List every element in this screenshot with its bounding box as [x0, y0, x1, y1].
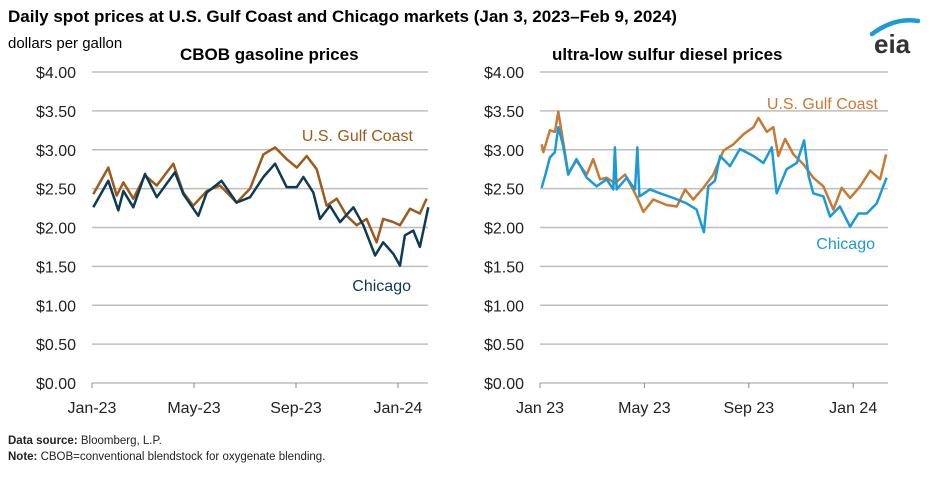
y-tick-label: $3.00	[484, 143, 524, 160]
x-tick-label: Jan 23	[516, 400, 564, 417]
gasoline-panel: $0.00 $0.50 $1.00 $1.50 $2.00 $2.50 $3.00 $3.50…	[36, 45, 430, 417]
series-line-chicago	[92, 162, 430, 267]
note-label: Note:	[8, 451, 37, 463]
x-tick-label: Jan-24	[374, 400, 423, 417]
y-tick-label: $1.50	[36, 259, 76, 276]
unit-label: dollars per gallon	[8, 35, 122, 52]
y-tick-label: $1.00	[36, 298, 76, 315]
series-line-chicago	[540, 125, 888, 234]
y-tick-label: $4.00	[484, 65, 524, 82]
x-tick-label: Sep 23	[723, 400, 774, 417]
y-tick-label: $3.50	[36, 104, 76, 121]
y-tick-label: $0.00	[36, 376, 76, 393]
source-text: Bloomberg, L.P.	[78, 435, 162, 447]
chart-title: Daily spot prices at U.S. Gulf Coast and…	[8, 7, 677, 26]
y-tick-label: $1.50	[484, 259, 524, 276]
legend-gulf-coast: U.S. Gulf Coast	[302, 128, 414, 145]
y-tick-label: $3.50	[484, 104, 524, 121]
note: Note: CBOB=conventional blendstock for o…	[8, 451, 325, 463]
data-source: Data source: Bloomberg, L.P.	[8, 435, 162, 447]
source-label: Data source:	[8, 435, 78, 447]
y-tick-label: $2.00	[484, 221, 524, 238]
panel-title: ultra-low sulfur diesel prices	[552, 45, 783, 64]
series-line-u-s-gulf-coast	[540, 110, 888, 214]
y-tick-label: $1.00	[484, 298, 524, 315]
x-tick-label: Jan 24	[829, 400, 877, 417]
legend-chicago: Chicago	[816, 236, 875, 253]
logo-text: eia	[874, 29, 911, 59]
y-tick-label: $0.00	[484, 376, 524, 393]
diesel-panel: $0.00 $0.50 $1.00 $1.50 $2.00 $2.50 $3.00 $3.50…	[484, 45, 888, 417]
x-tick-label: Sep-23	[270, 400, 322, 417]
note-text: CBOB=conventional blendstock for oxygena…	[37, 451, 325, 463]
eia-logo: eia	[869, 18, 921, 59]
x-tick-label: Jan-23	[68, 400, 117, 417]
legend-chicago: Chicago	[352, 278, 411, 295]
x-tick-label: May-23	[167, 400, 220, 417]
x-tick-label: May 23	[618, 400, 671, 417]
y-tick-label: $2.50	[36, 182, 76, 199]
y-tick-label: $0.50	[36, 337, 76, 354]
y-tick-label: $4.00	[36, 65, 76, 82]
logo-arc-icon	[869, 18, 921, 37]
panel-title: CBOB gasoline prices	[180, 45, 359, 64]
legend-gulf-coast: U.S. Gulf Coast	[767, 96, 879, 113]
y-tick-label: $3.00	[36, 143, 76, 160]
y-tick-label: $2.50	[484, 182, 524, 199]
y-tick-label: $0.50	[484, 337, 524, 354]
y-tick-label: $2.00	[36, 221, 76, 238]
